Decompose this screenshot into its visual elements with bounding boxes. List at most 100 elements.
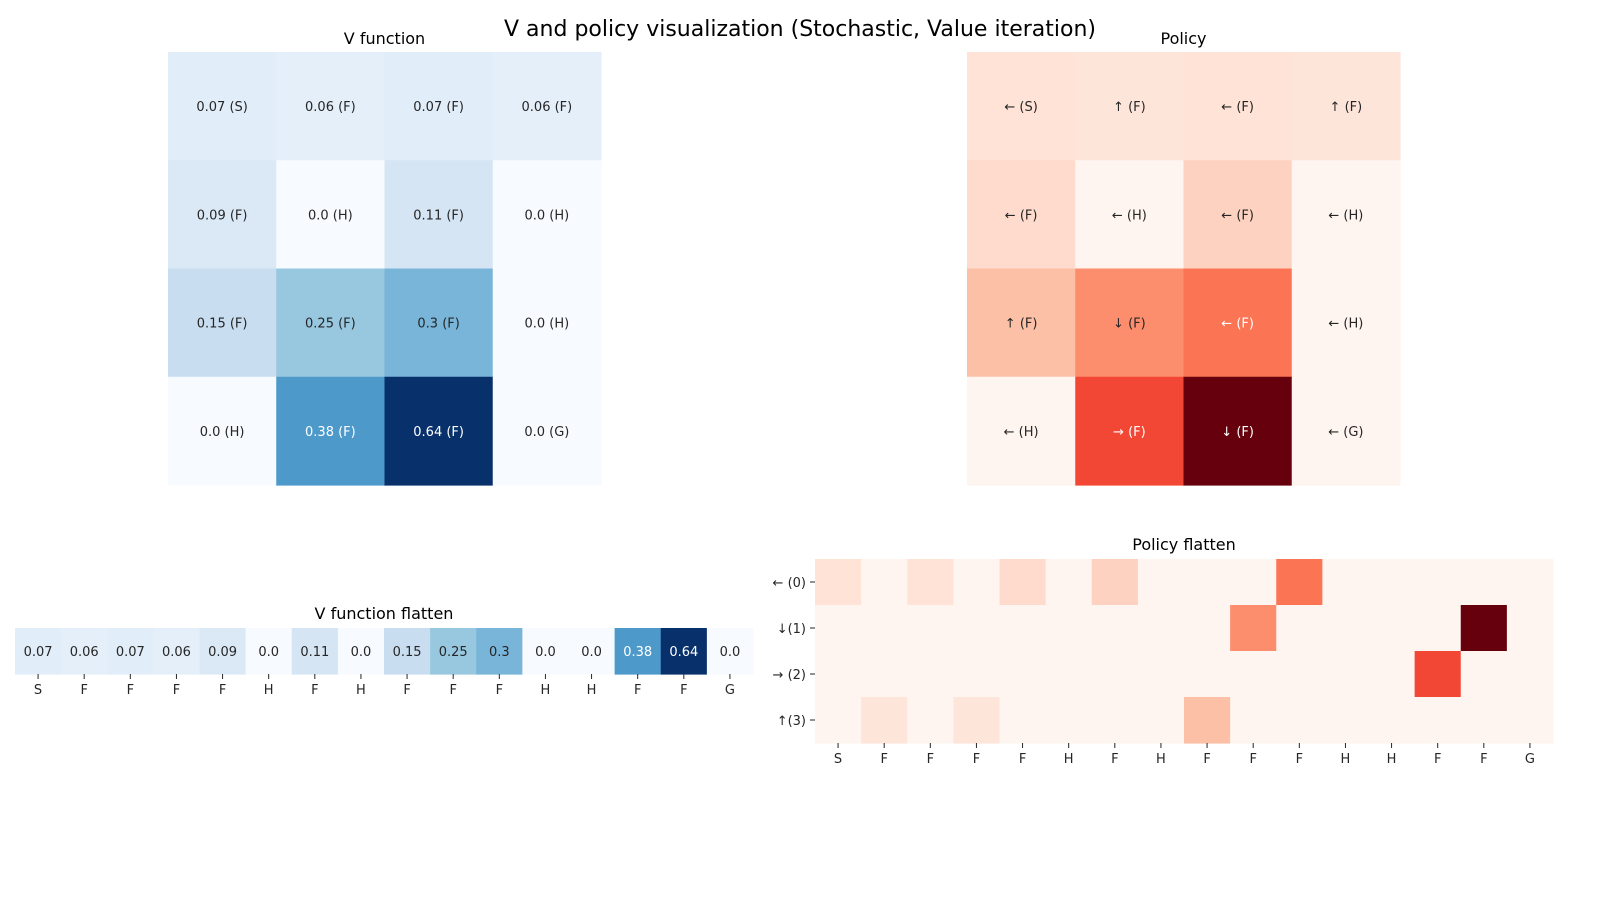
heatmap-cell bbox=[1322, 605, 1370, 652]
heatmap-cell bbox=[1276, 651, 1323, 698]
heatmap-cell bbox=[999, 605, 1047, 652]
x-tick-label: H bbox=[587, 683, 597, 698]
cell-annotation: ← (H) bbox=[1328, 208, 1363, 223]
heatmap-cell bbox=[1184, 697, 1231, 744]
heatmap-cell bbox=[953, 559, 1001, 606]
x-tick-label: H bbox=[356, 683, 366, 698]
heatmap-cell bbox=[1414, 559, 1462, 606]
heatmap-cell bbox=[614, 628, 662, 675]
x-tick-label: F bbox=[1480, 752, 1487, 767]
heatmap-cell bbox=[1045, 559, 1093, 606]
x-tick-label: H bbox=[1387, 752, 1397, 767]
y-tick-label: → (2) bbox=[773, 668, 806, 683]
x-tick-label: F bbox=[634, 683, 641, 698]
cell-annotation: ← (G) bbox=[1328, 425, 1363, 440]
heatmap-cell bbox=[861, 605, 908, 652]
policy-flatten-heatmap: Policy flatten S F F F F H F H F F F H H F F G ← (0) ↓(1) →… bbox=[773, 535, 1554, 767]
heatmap-cell bbox=[107, 628, 154, 675]
heatmap-cell bbox=[815, 605, 862, 652]
y-tick-label: ↓(1) bbox=[777, 622, 806, 637]
heatmap-cell bbox=[1291, 268, 1401, 378]
cell-annotation: 0.15 bbox=[393, 645, 422, 660]
heatmap-cell bbox=[1075, 160, 1185, 270]
cell-annotation: ← (S) bbox=[1004, 100, 1037, 115]
cell-annotation: 0.0 bbox=[535, 645, 556, 660]
heatmap-cell bbox=[953, 605, 1001, 652]
cell-annotation: 0.38 (F) bbox=[305, 425, 356, 440]
heatmap-cell bbox=[337, 628, 385, 675]
heatmap-cell bbox=[1045, 651, 1093, 698]
x-tick-label: G bbox=[725, 683, 735, 698]
heatmap-cell bbox=[1322, 651, 1370, 698]
heatmap-cell bbox=[1506, 605, 1554, 652]
heatmap-cell bbox=[907, 605, 954, 652]
x-tick-label: F bbox=[403, 683, 410, 698]
heatmap-cell bbox=[1184, 651, 1231, 698]
x-tick-label: F bbox=[1296, 752, 1303, 767]
heatmap-cell bbox=[815, 697, 862, 744]
y-tick-label: ← (0) bbox=[773, 576, 806, 591]
cell-annotation: 0.0 bbox=[581, 645, 602, 660]
x-tick-label: S bbox=[834, 752, 842, 767]
cell-annotation: → (F) bbox=[1113, 425, 1146, 440]
cell-annotation: ← (F) bbox=[1221, 100, 1254, 115]
heatmap-cell bbox=[492, 52, 602, 161]
heatmap-cell bbox=[967, 52, 1076, 161]
v-function-heatmap: V function 0.07 (S) 0.06 (F) 0.07 (F) 0.06 (… bbox=[168, 29, 602, 486]
policy-heatmap: Policy ← (S) ↑ (F) ← (F) ↑ (F) ← (F) ← (H) ← (F… bbox=[967, 29, 1401, 486]
heatmap-cell bbox=[276, 268, 386, 378]
heatmap-cell bbox=[1414, 651, 1462, 698]
cell-annotation: 0.64 (F) bbox=[413, 425, 464, 440]
heatmap-cell bbox=[1460, 559, 1508, 606]
x-tick-label: H bbox=[264, 683, 274, 698]
cell-annotation: ← (F) bbox=[1221, 317, 1254, 332]
heatmap-cell bbox=[907, 559, 954, 606]
cell-annotation: 0.25 (F) bbox=[305, 317, 356, 332]
cell-annotation: 0.0 (H) bbox=[525, 208, 570, 223]
cell-annotation: ↑ (F) bbox=[1113, 100, 1146, 115]
heatmap-cell bbox=[1183, 376, 1293, 486]
heatmap-cell bbox=[1322, 559, 1370, 606]
x-tick-label: F bbox=[219, 683, 226, 698]
heatmap-cell bbox=[1368, 651, 1416, 698]
cell-annotation: ↓ (F) bbox=[1221, 425, 1254, 440]
heatmap-cell bbox=[384, 376, 494, 486]
cell-annotation: ← (H) bbox=[1112, 208, 1147, 223]
heatmap-cell bbox=[815, 651, 862, 698]
x-tick-label: F bbox=[927, 752, 934, 767]
x-tick-label: F bbox=[80, 683, 87, 698]
heatmap-cell bbox=[291, 628, 339, 675]
panel-title: Policy bbox=[1160, 29, 1206, 48]
x-tick-label: F bbox=[1203, 752, 1210, 767]
cell-annotation: 0.09 bbox=[208, 645, 237, 660]
heatmap-cell bbox=[15, 628, 62, 675]
heatmap-cell bbox=[706, 628, 754, 675]
cell-annotation: 0.06 bbox=[162, 645, 191, 660]
heatmap-cell bbox=[1183, 52, 1293, 161]
cell-annotation: 0.07 (S) bbox=[196, 100, 247, 115]
heatmap-cell bbox=[384, 628, 431, 675]
heatmap-cell bbox=[1075, 52, 1185, 161]
x-tick-label: F bbox=[496, 683, 503, 698]
heatmap-cell bbox=[1183, 160, 1293, 270]
heatmap-cell bbox=[861, 651, 908, 698]
x-tick-label: F bbox=[127, 683, 134, 698]
x-tick-label: F bbox=[1434, 752, 1441, 767]
x-tick-label: F bbox=[973, 752, 980, 767]
heatmap-cell bbox=[1091, 605, 1139, 652]
heatmap-cell bbox=[276, 160, 386, 270]
heatmap-cell bbox=[1045, 605, 1093, 652]
cell-annotation: 0.06 bbox=[70, 645, 99, 660]
cell-annotation: 0.06 (F) bbox=[305, 100, 356, 115]
cell-annotation: 0.64 bbox=[669, 645, 698, 660]
x-tick-label: H bbox=[1341, 752, 1351, 767]
heatmap-cell bbox=[1184, 605, 1231, 652]
cell-annotation: 0.09 (F) bbox=[197, 208, 248, 223]
heatmap-cell bbox=[1368, 697, 1416, 744]
heatmap-cell bbox=[168, 160, 277, 270]
heatmap-cell bbox=[1091, 559, 1139, 606]
cell-annotation: 0.25 bbox=[439, 645, 468, 660]
x-tick-label: S bbox=[34, 683, 42, 698]
cell-annotation: ↑ (F) bbox=[1330, 100, 1363, 115]
heatmap-cell bbox=[568, 628, 616, 675]
